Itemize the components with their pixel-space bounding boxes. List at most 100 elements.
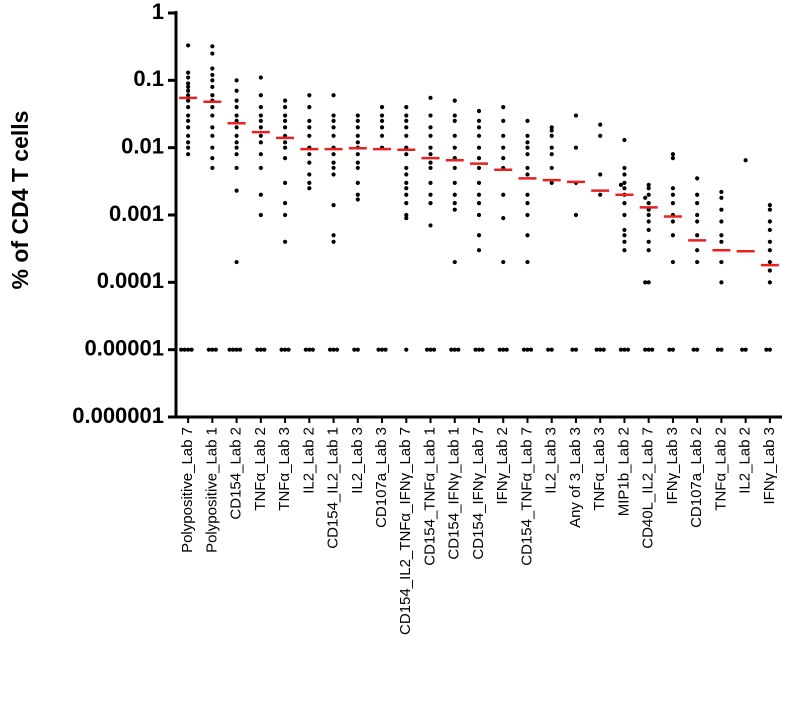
x-tick-label: CD154_IFNγ_Lab 1: [446, 427, 463, 560]
data-point: [331, 165, 336, 171]
data-point: [210, 155, 215, 161]
data-point: [618, 347, 624, 352]
data-point: [695, 248, 700, 253]
data-point: [307, 125, 312, 130]
data-point: [189, 347, 194, 352]
data-point: [376, 347, 381, 352]
data-point: [670, 347, 676, 352]
data-point: [501, 155, 506, 161]
y-tick-label: 0.001: [109, 201, 164, 226]
data-point: [546, 347, 551, 352]
data-point: [598, 192, 603, 197]
data-point: [646, 347, 651, 352]
data-point: [480, 347, 485, 352]
x-tick-label: IL2_Lab 2: [737, 427, 754, 494]
y-tick-label: 0.01: [121, 133, 164, 158]
x-tick-label: CD154_IFNγ_Lab 7: [470, 427, 487, 560]
data-point: [719, 189, 724, 195]
data-point: [476, 118, 482, 123]
data-point: [715, 347, 721, 352]
data-point: [667, 347, 672, 352]
data-point: [501, 133, 506, 138]
data-point: [501, 259, 506, 265]
data-point: [476, 155, 482, 161]
data-point: [231, 347, 236, 352]
data-point: [404, 152, 409, 157]
data-point: [743, 347, 748, 352]
data-point: [331, 172, 336, 177]
data-point: [691, 347, 696, 352]
data-point: [262, 347, 267, 352]
data-point: [210, 44, 215, 49]
data-point: [501, 192, 506, 197]
data-point: [740, 347, 745, 352]
data-point: [186, 43, 191, 48]
data-point: [307, 152, 312, 157]
x-tick-label: IL2_Lab 3: [349, 427, 366, 494]
data-point: [670, 186, 676, 191]
data-point: [719, 233, 724, 238]
data-point: [452, 207, 457, 212]
data-point: [331, 125, 336, 130]
data-point: [549, 165, 554, 171]
data-point: [573, 347, 579, 352]
data-point: [331, 160, 336, 165]
data-point: [525, 172, 530, 177]
data-point: [767, 248, 772, 253]
x-tick-label: MIP1b_Lab 2: [615, 427, 632, 516]
data-point: [695, 347, 700, 352]
data-point: [598, 133, 603, 138]
data-point: [186, 98, 191, 103]
data-point: [452, 145, 457, 150]
data-point: [186, 93, 191, 98]
x-tick-label: IFNγ_Lab 2: [494, 427, 511, 505]
data-point: [525, 165, 530, 171]
data-point: [650, 347, 655, 352]
data-point: [670, 259, 676, 265]
data-point: [428, 165, 433, 171]
data-point: [286, 347, 291, 352]
x-tick-label: TNFα_Lab 2: [712, 427, 729, 511]
data-point: [186, 75, 191, 80]
data-point: [355, 165, 360, 171]
data-point: [379, 113, 385, 118]
data-point: [428, 113, 433, 118]
data-point: [379, 105, 385, 110]
data-point: [234, 118, 239, 123]
data-point: [670, 201, 676, 206]
data-point: [331, 118, 336, 123]
data-point: [767, 259, 772, 265]
data-point: [234, 347, 239, 352]
data-point: [695, 201, 700, 206]
data-point: [549, 347, 554, 352]
data-point: [767, 203, 772, 208]
data-point: [428, 152, 433, 157]
data-point: [282, 155, 288, 161]
data-point: [307, 133, 312, 138]
data-point: [476, 248, 482, 253]
data-point: [307, 118, 312, 123]
data-point: [310, 347, 315, 352]
data-point: [258, 152, 263, 157]
data-point: [767, 268, 772, 273]
data-point: [525, 192, 530, 197]
data-point: [525, 201, 530, 206]
data-point: [186, 88, 191, 93]
data-point: [307, 186, 312, 191]
data-point: [331, 239, 336, 244]
data-point: [210, 165, 215, 171]
data-point: [424, 347, 430, 352]
data-point: [456, 347, 461, 352]
data-point: [186, 70, 191, 75]
data-point: [255, 347, 260, 352]
data-point: [695, 233, 700, 238]
data-point: [258, 118, 263, 123]
data-point: [307, 172, 312, 177]
data-point: [404, 113, 409, 118]
data-point: [501, 105, 506, 110]
data-point: [601, 347, 606, 352]
data-point: [449, 347, 454, 352]
data-point: [428, 180, 433, 185]
data-point: [622, 180, 627, 185]
